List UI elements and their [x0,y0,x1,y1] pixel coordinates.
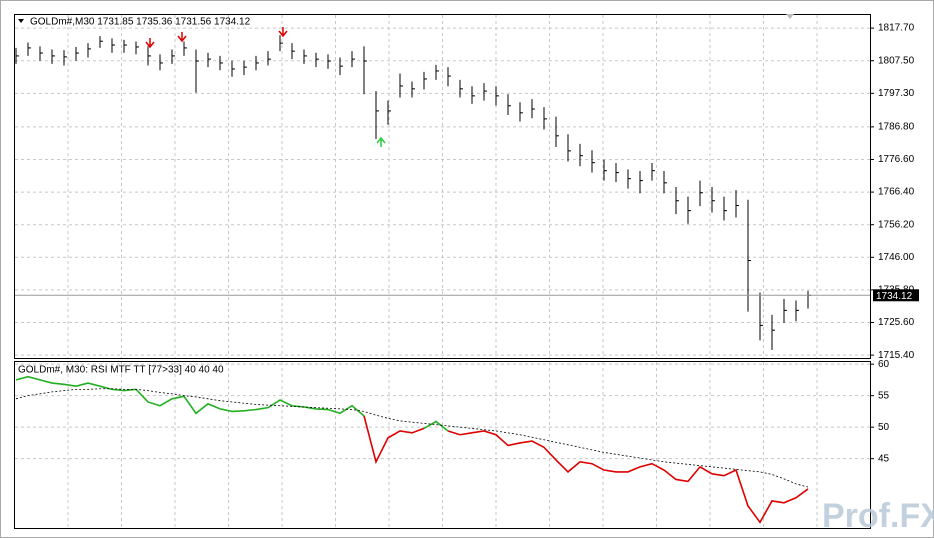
y-tick-label: 1776.60 [878,154,915,165]
y-tick-label: 1817.70 [878,23,915,34]
y-tick-label: 1786.80 [878,122,915,133]
rsi-panel [14,361,871,529]
sell-arrow [145,38,155,49]
y-tick-label: 50 [878,422,890,433]
buy-arrow [376,136,386,147]
price-header: GOLDm#,M30 1731.85 1735.36 1731.56 1734.… [30,17,251,28]
y-tick-label: 1807.50 [878,55,915,66]
sell-arrows [145,27,288,49]
y-tick-label: 1746.00 [878,252,915,263]
last-price-box [873,289,919,302]
y-tick-label: 60 [878,359,890,370]
price-panel [14,14,871,359]
vertical-grid [67,15,818,528]
rsi-line [363,415,809,524]
y-tick-label: 1756.20 [878,219,915,230]
sell-arrow [177,32,187,43]
watermark: Prof.FX [822,497,934,535]
y-tick-label: 55 [878,390,890,401]
y-tick-label: 1715.40 [878,350,915,361]
menu-triangle [18,19,24,23]
rsi-line [15,375,449,432]
shift-marker [786,14,794,19]
signal-line [15,388,809,488]
y-tick-label: 1797.30 [878,88,915,99]
y-tick-label: 1766.40 [878,187,915,198]
sell-arrow [278,27,288,38]
y-tick-label: 1725.60 [878,317,915,328]
y-tick-label: 45 [878,453,890,464]
last-price-label: 1734.12 [876,291,913,302]
rsi-header: GOLDm#, M30: RSI MTF TT [77>33] 40 40 40 [18,365,224,376]
